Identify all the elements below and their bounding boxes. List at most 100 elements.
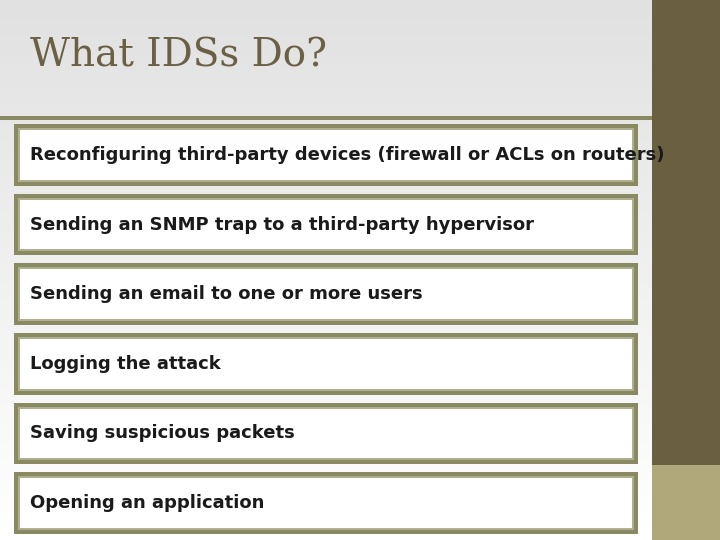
Bar xyxy=(20,269,632,319)
Bar xyxy=(0,57,652,59)
Bar xyxy=(0,170,652,173)
Bar xyxy=(0,94,652,97)
Bar xyxy=(0,181,652,184)
Bar xyxy=(0,356,652,359)
Bar xyxy=(0,116,652,119)
Bar xyxy=(0,429,652,432)
Bar xyxy=(0,483,652,486)
Bar xyxy=(0,535,652,537)
Bar xyxy=(0,516,652,518)
Bar xyxy=(0,189,652,192)
Bar xyxy=(0,443,652,445)
Bar xyxy=(0,297,652,300)
Bar xyxy=(0,140,652,143)
Bar xyxy=(0,119,652,122)
Bar xyxy=(0,78,652,81)
Text: Sending an SNMP trap to a third-party hypervisor: Sending an SNMP trap to a third-party hy… xyxy=(30,215,534,233)
Bar xyxy=(0,454,652,456)
Bar xyxy=(0,65,652,68)
Bar xyxy=(0,68,652,70)
Bar xyxy=(0,59,652,62)
Bar xyxy=(0,246,652,248)
Bar xyxy=(0,321,652,324)
Bar xyxy=(14,264,638,325)
Bar xyxy=(0,162,652,165)
Bar xyxy=(0,84,652,86)
Bar xyxy=(0,316,652,319)
Bar xyxy=(0,16,652,19)
Bar xyxy=(0,332,652,335)
Bar xyxy=(0,518,652,521)
Bar xyxy=(0,475,652,478)
Bar xyxy=(0,219,652,221)
Bar xyxy=(0,418,652,421)
Bar xyxy=(0,111,652,113)
Bar xyxy=(0,394,652,397)
Bar xyxy=(0,51,652,54)
Bar xyxy=(0,537,652,540)
Bar xyxy=(0,524,652,526)
Bar xyxy=(20,339,632,389)
Bar xyxy=(0,378,652,381)
Bar xyxy=(0,343,652,346)
Bar xyxy=(0,243,652,246)
Bar xyxy=(0,432,652,435)
Bar xyxy=(0,167,652,170)
Bar xyxy=(0,14,652,16)
Bar xyxy=(14,194,638,255)
Bar xyxy=(0,505,652,508)
Bar xyxy=(0,400,652,402)
Bar xyxy=(0,375,652,378)
Bar xyxy=(0,310,652,313)
Bar xyxy=(0,122,652,124)
Bar xyxy=(0,148,652,151)
Bar xyxy=(0,227,652,229)
Bar xyxy=(0,27,652,30)
Bar xyxy=(0,108,652,111)
Bar xyxy=(0,435,652,437)
Bar xyxy=(0,173,652,176)
Bar xyxy=(0,81,652,84)
Bar xyxy=(0,446,652,448)
Bar xyxy=(0,489,652,491)
Bar xyxy=(0,200,652,202)
Bar xyxy=(0,157,652,159)
Text: Saving suspicious packets: Saving suspicious packets xyxy=(30,424,294,442)
Bar xyxy=(0,510,652,513)
Text: Sending an email to one or more users: Sending an email to one or more users xyxy=(30,285,423,303)
Bar xyxy=(0,186,652,189)
Text: Opening an application: Opening an application xyxy=(30,494,264,512)
Bar xyxy=(0,427,652,429)
Bar xyxy=(0,251,652,254)
Bar xyxy=(0,389,652,392)
Bar xyxy=(0,508,652,510)
Bar xyxy=(0,308,652,310)
Bar xyxy=(0,292,652,294)
Bar xyxy=(0,235,652,238)
Bar xyxy=(0,224,652,227)
Bar xyxy=(0,459,652,462)
Bar xyxy=(0,421,652,424)
Bar xyxy=(0,46,652,49)
Bar xyxy=(0,97,652,100)
Bar xyxy=(0,464,652,467)
Bar xyxy=(0,262,652,265)
Bar xyxy=(0,19,652,22)
Bar xyxy=(0,238,652,240)
Bar xyxy=(0,302,652,305)
Bar xyxy=(0,491,652,494)
Bar xyxy=(0,5,652,8)
Bar xyxy=(0,265,652,267)
Bar xyxy=(0,135,652,138)
Bar xyxy=(18,128,634,181)
Bar xyxy=(0,202,652,205)
Bar xyxy=(0,254,652,256)
Bar xyxy=(0,192,652,194)
Bar xyxy=(0,24,652,27)
Text: Reconfiguring third-party devices (firewall or ACLs on routers): Reconfiguring third-party devices (firew… xyxy=(30,146,665,164)
Bar xyxy=(0,521,652,524)
Bar xyxy=(0,151,652,154)
Bar xyxy=(0,500,652,502)
Bar xyxy=(0,448,652,451)
Bar xyxy=(0,416,652,418)
